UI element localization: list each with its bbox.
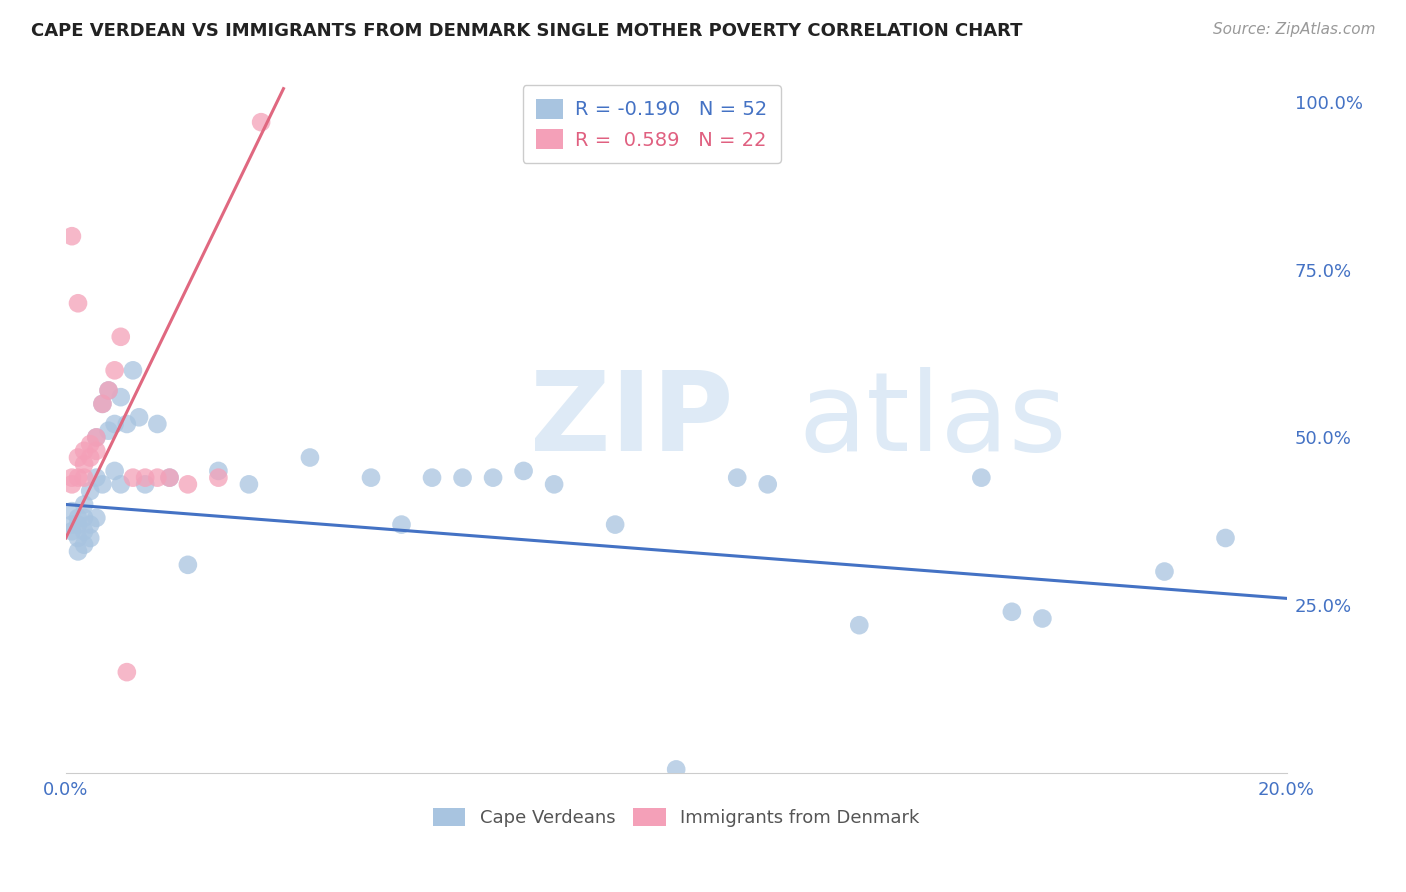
Point <box>848 618 870 632</box>
Point <box>66 517 89 532</box>
Point <box>66 511 89 525</box>
Point <box>159 470 181 484</box>
Point <box>360 470 382 484</box>
Point <box>86 443 108 458</box>
Point <box>79 531 101 545</box>
Point <box>91 397 114 411</box>
Point <box>104 417 127 431</box>
Point <box>177 477 200 491</box>
Point <box>207 464 229 478</box>
Point <box>66 470 89 484</box>
Point <box>79 484 101 499</box>
Point <box>970 470 993 484</box>
Text: Source: ZipAtlas.com: Source: ZipAtlas.com <box>1212 22 1375 37</box>
Point <box>60 504 83 518</box>
Point <box>159 470 181 484</box>
Point <box>104 363 127 377</box>
Point <box>725 470 748 484</box>
Point <box>146 417 169 431</box>
Point <box>73 524 96 539</box>
Text: ZIP: ZIP <box>530 368 733 475</box>
Point <box>134 477 156 491</box>
Point <box>1001 605 1024 619</box>
Text: CAPE VERDEAN VS IMMIGRANTS FROM DENMARK SINGLE MOTHER POVERTY CORRELATION CHART: CAPE VERDEAN VS IMMIGRANTS FROM DENMARK … <box>31 22 1022 40</box>
Point <box>66 531 89 545</box>
Point <box>110 390 132 404</box>
Point <box>91 477 114 491</box>
Point <box>86 511 108 525</box>
Point <box>146 470 169 484</box>
Point <box>66 450 89 465</box>
Point <box>97 384 120 398</box>
Point <box>207 470 229 484</box>
Point <box>512 464 534 478</box>
Point <box>250 115 273 129</box>
Point <box>79 517 101 532</box>
Point <box>66 296 89 310</box>
Point <box>543 477 565 491</box>
Point <box>66 544 89 558</box>
Point <box>60 524 83 539</box>
Point <box>391 517 413 532</box>
Point <box>73 498 96 512</box>
Point <box>482 470 505 484</box>
Point <box>73 457 96 471</box>
Point <box>122 363 145 377</box>
Point <box>86 430 108 444</box>
Point <box>128 410 150 425</box>
Point <box>110 477 132 491</box>
Point <box>60 477 83 491</box>
Point <box>1215 531 1237 545</box>
Point <box>97 384 120 398</box>
Point <box>134 470 156 484</box>
Point <box>115 417 138 431</box>
Point <box>110 330 132 344</box>
Point <box>605 517 627 532</box>
Text: atlas: atlas <box>799 368 1067 475</box>
Point <box>177 558 200 572</box>
Point <box>97 424 120 438</box>
Point <box>73 538 96 552</box>
Point <box>73 443 96 458</box>
Point <box>298 450 321 465</box>
Point <box>60 470 83 484</box>
Point <box>104 464 127 478</box>
Point <box>115 665 138 680</box>
Point <box>91 397 114 411</box>
Point <box>60 517 83 532</box>
Point <box>1031 611 1053 625</box>
Point <box>73 470 96 484</box>
Point <box>79 450 101 465</box>
Point <box>86 470 108 484</box>
Point <box>1153 565 1175 579</box>
Point <box>79 437 101 451</box>
Point <box>756 477 779 491</box>
Point <box>122 470 145 484</box>
Point <box>86 430 108 444</box>
Point <box>238 477 260 491</box>
Point <box>73 511 96 525</box>
Point <box>60 229 83 244</box>
Point <box>665 763 688 777</box>
Point <box>420 470 443 484</box>
Legend: Cape Verdeans, Immigrants from Denmark: Cape Verdeans, Immigrants from Denmark <box>426 800 927 834</box>
Point <box>451 470 474 484</box>
